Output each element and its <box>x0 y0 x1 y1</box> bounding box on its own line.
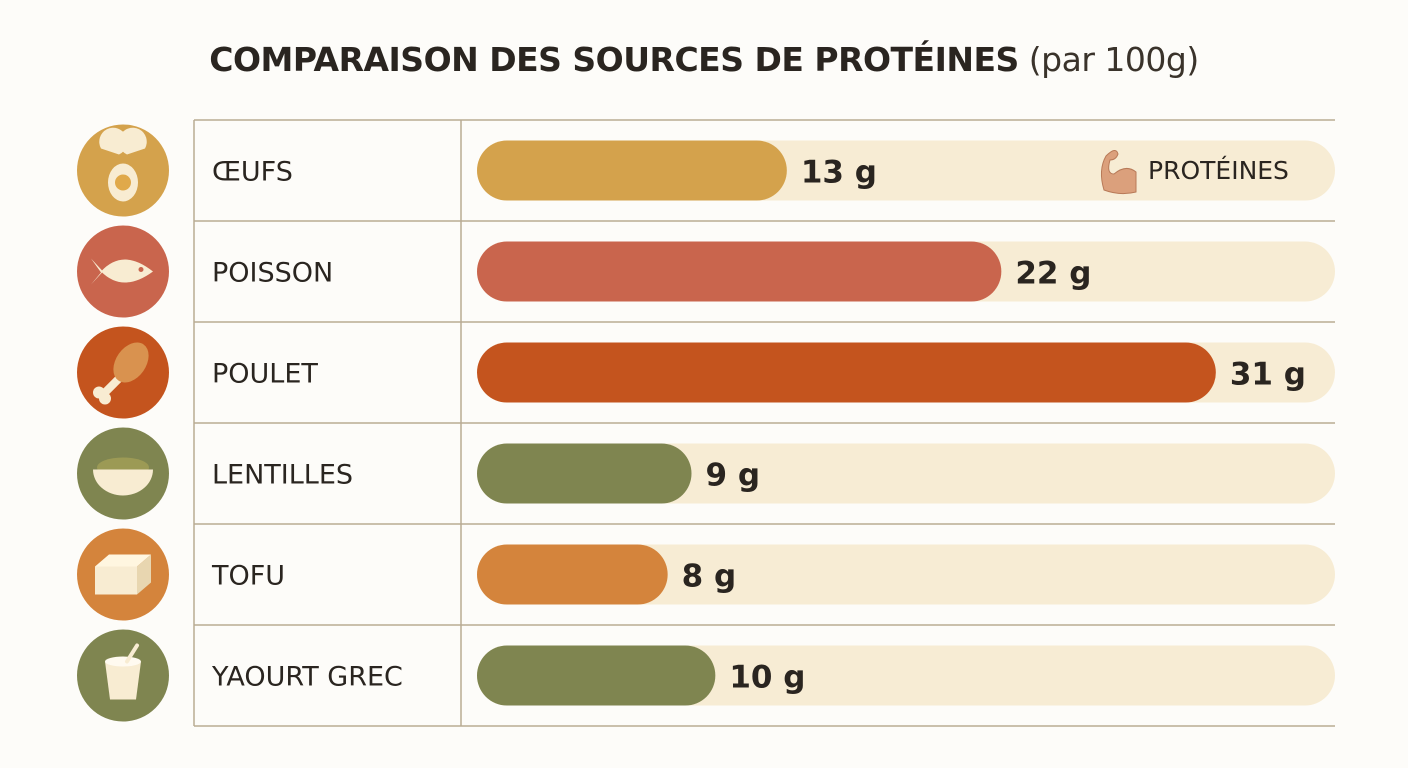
tofu-front <box>95 566 137 595</box>
tofu-icon <box>77 528 169 621</box>
legend: PROTÉINES <box>1100 150 1289 195</box>
egg-yolk <box>115 174 131 191</box>
bar-row: POISSON 22 g <box>77 225 1335 318</box>
yogurt-cup <box>105 661 141 700</box>
bar-row: TOFU 8 g <box>77 528 1335 621</box>
category-label: ŒUFS <box>212 157 293 188</box>
bar-row: YAOURT GREC 10 g <box>77 629 1335 722</box>
bar <box>477 241 1002 302</box>
value-label: 10 g <box>729 660 805 696</box>
value-label: 22 g <box>1015 256 1091 292</box>
spoon <box>125 643 139 664</box>
fish-eye <box>138 267 144 272</box>
bar <box>477 342 1216 403</box>
bar-row: POULET 31 g <box>77 326 1335 419</box>
category-label: POULET <box>212 359 318 390</box>
flexed-biceps-icon <box>1100 150 1137 195</box>
bar-track <box>477 544 1335 605</box>
bowl <box>93 469 153 496</box>
bar-row: ŒUFS 13 g <box>77 124 1335 217</box>
lentil-bowl-icon <box>77 427 169 520</box>
category-label: YAOURT GREC <box>211 662 403 693</box>
title-subtitle: (par 100g) <box>1028 40 1199 79</box>
chart-title: COMPARAISON DES SOURCES DE PROTÉINES (pa… <box>0 40 1408 79</box>
yogurt-cup-icon <box>77 629 169 722</box>
title-main: COMPARAISON DES SOURCES DE PROTÉINES <box>209 40 1019 79</box>
legend-label: PROTÉINES <box>1148 156 1289 185</box>
category-label: POISSON <box>212 258 333 289</box>
tofu-side <box>137 554 151 595</box>
category-label: LENTILLES <box>212 460 353 491</box>
value-label: 31 g <box>1230 357 1306 393</box>
value-label: 9 g <box>706 458 761 494</box>
bar <box>477 140 787 201</box>
tofu-top <box>95 554 151 567</box>
fish-body <box>91 258 153 285</box>
value-label: 8 g <box>682 559 737 595</box>
category-label: TOFU <box>211 561 285 592</box>
chicken-leg-icon <box>77 326 169 419</box>
bar <box>477 544 668 605</box>
bar <box>477 645 716 706</box>
yogurt-top <box>105 656 141 667</box>
value-label: 13 g <box>801 155 877 191</box>
fish-icon <box>77 225 169 318</box>
bar-row: LENTILLES 9 g <box>77 427 1335 520</box>
drumstick-meat <box>113 342 149 383</box>
bone-end <box>99 392 111 405</box>
bar <box>477 443 692 504</box>
bar-track <box>477 443 1335 504</box>
egg-icon <box>77 124 169 217</box>
eggshell-right <box>118 127 147 155</box>
